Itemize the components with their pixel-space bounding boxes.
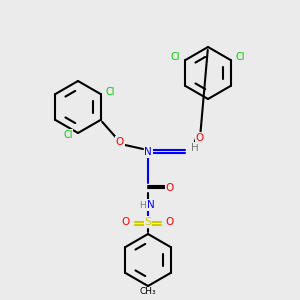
Text: O: O: [116, 137, 124, 147]
Text: Cl: Cl: [106, 87, 115, 97]
Text: Cl: Cl: [171, 52, 180, 62]
Text: H: H: [191, 143, 199, 153]
Text: S: S: [144, 217, 152, 227]
Text: O: O: [122, 217, 130, 227]
Text: N: N: [144, 147, 152, 157]
Text: O: O: [166, 217, 174, 227]
Text: CH₃: CH₃: [140, 287, 156, 296]
Text: N: N: [147, 200, 155, 210]
Text: O: O: [166, 183, 174, 193]
Text: Cl: Cl: [236, 52, 245, 62]
Text: Cl: Cl: [63, 130, 73, 140]
Text: O: O: [196, 133, 204, 143]
Text: H: H: [140, 200, 146, 209]
